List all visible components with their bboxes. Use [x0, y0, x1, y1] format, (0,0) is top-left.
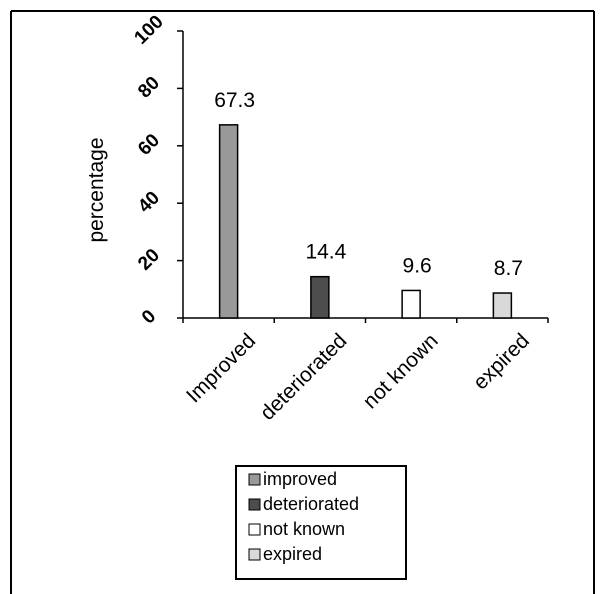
- legend-label-3: expired: [263, 544, 322, 564]
- y-tick-label: 40: [134, 187, 164, 217]
- legend-label-0: improved: [263, 469, 337, 489]
- data-labels: 67.3 14.4 9.6 8.7: [214, 89, 523, 280]
- legend-swatch-3: [248, 548, 261, 561]
- bar-2: [401, 289, 421, 319]
- data-label-2: 9.6: [403, 254, 432, 277]
- legend: improved deteriorated not known expired: [235, 465, 407, 580]
- data-label-3: 8.7: [494, 257, 523, 280]
- legend-box: [235, 465, 407, 580]
- x-tick-label-2: not known: [359, 329, 443, 413]
- axes: [177, 30, 549, 323]
- data-label-1: 14.4: [305, 241, 346, 264]
- legend-label-1: deteriorated: [263, 494, 359, 514]
- bar-3: [492, 292, 513, 319]
- data-label-0: 67.3: [214, 89, 255, 112]
- y-axis-label: percentage: [85, 137, 108, 242]
- legend-swatch-0: [248, 473, 261, 486]
- bar-0: [218, 124, 239, 319]
- y-tick-label: 60: [134, 130, 164, 160]
- bars: [218, 124, 513, 319]
- y-tick-label: 20: [134, 245, 164, 275]
- legend-swatch-2: [248, 523, 261, 536]
- chart-frame: [10, 10, 595, 594]
- x-tick-label-3: expired: [469, 329, 534, 394]
- x-tick-label-1: deteriorated: [256, 329, 352, 425]
- bar-1: [310, 275, 330, 319]
- y-tick-label: 100: [130, 11, 167, 48]
- y-tick-label: 0: [138, 306, 160, 328]
- y-tick-labels: 0 20 40 60 80 100: [130, 11, 167, 328]
- legend-swatch-1: [248, 498, 261, 511]
- legend-label-2: not known: [263, 519, 345, 539]
- x-tick-label-0: Improved: [182, 329, 260, 407]
- y-tick-label: 80: [134, 73, 164, 103]
